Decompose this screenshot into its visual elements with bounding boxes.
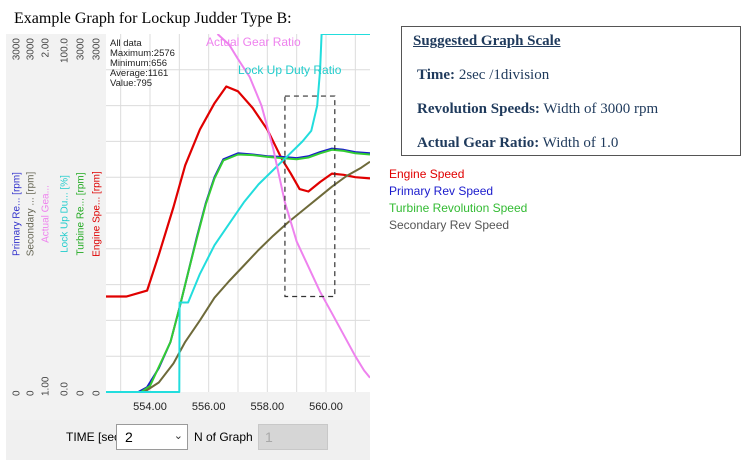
axis-label: Turbine Re... [rpm] — [76, 172, 87, 255]
suggested-scale-box: Suggested Graph Scale Time: 2sec /1divis… — [401, 26, 741, 156]
scale-row-label: Time: — [417, 67, 456, 83]
scale-row-label: Actual Gear Ratio: — [417, 135, 540, 151]
stats-line: Minimum:656 — [110, 58, 167, 69]
time-label: TIME [sec] — [66, 430, 124, 444]
n-of-graph-field: 1 — [258, 424, 328, 450]
axis-label: Lock Up Du... [%] — [60, 175, 71, 253]
axis-top-value: 2.00 — [41, 38, 52, 58]
gear-ratio-label: Actual Gear Ratio — [206, 35, 301, 49]
legend-entry-secondary-rev-speed: Secondary Rev Speed — [389, 218, 510, 232]
axis-top-value: 3000 — [26, 38, 37, 61]
series-line-turbine-revolution-speed — [106, 148, 370, 393]
series-line-lock-up-duty-ratio — [106, 34, 370, 393]
legend-entry-engine-speed: Engine Speed — [389, 167, 465, 181]
scale-title: Suggested Graph Scale — [413, 33, 561, 49]
axis-bottom-value: 1.00 — [41, 376, 52, 396]
scale-row-time: Time: 2sec /1division — [417, 67, 549, 84]
axis-label: Secondary ... [rpm] — [26, 172, 37, 257]
series-line-engine-speed — [106, 85, 370, 298]
axis-top-value: 3000 — [12, 38, 23, 61]
axis-top-value: 100.0 — [60, 38, 71, 63]
duty-ratio-label: Lock Up Duty Ratio — [238, 63, 342, 77]
scale-row-label: Revolution Speeds: — [417, 101, 540, 117]
n-of-graph-value: 1 — [265, 429, 273, 445]
stats-line: Maximum:2576 — [110, 48, 175, 59]
legend-entry-primary-rev-speed: Primary Rev Speed — [389, 184, 494, 198]
stats-line: All data — [110, 38, 142, 49]
x-tick-label: 556.00 — [192, 401, 226, 413]
axis-bottom-value: 0 — [26, 390, 37, 396]
n-of-graph-label: N of Graph — [194, 430, 253, 444]
stats-line: Average:1161 — [110, 68, 168, 79]
axis-top-value: 3000 — [92, 38, 103, 61]
axis-label: Engine Spe... [rpm] — [92, 171, 103, 257]
scale-row-value: Width of 3000 rpm — [539, 101, 659, 117]
axis-label: Actual Gea... — [41, 185, 52, 243]
x-tick-label: 558.00 — [251, 401, 285, 413]
axis-bottom-value: 0 — [76, 390, 87, 396]
scale-row-gear-ratio: Actual Gear Ratio: Width of 1.0 — [417, 135, 618, 152]
chevron-down-icon: ⌄ — [173, 430, 183, 442]
figure-caption: Example Graph for Lockup Judder Type B: — [14, 10, 292, 27]
scale-row-value: Width of 1.0 — [539, 135, 619, 151]
legend-entry-turbine-revolution-speed: Turbine Revolution Speed — [389, 201, 528, 215]
time-select[interactable]: 2 ⌄ — [116, 424, 188, 450]
time-select-value: 2 — [125, 429, 133, 445]
axis-top-value: 3000 — [76, 38, 87, 61]
x-tick-label: 560.00 — [309, 401, 343, 413]
scale-row-value: 2sec /1division — [455, 67, 550, 83]
stats-line: Value:795 — [110, 78, 152, 89]
axis-bottom-value: 0.0 — [60, 382, 71, 396]
series-line-actual-gear-ratio — [216, 34, 370, 379]
axis-bottom-value: 0 — [92, 390, 103, 396]
line-chart: 554.00 556.00 558.00 560.00 3000 0 Primary Re.… — [12, 34, 370, 413]
graph-controls: TIME [sec] 2 ⌄ N of Graph 1 — [6, 420, 370, 460]
axis-bottom-value: 0 — [12, 390, 23, 396]
legend: Engine Speed Primary Rev Speed Turbine R… — [389, 166, 527, 234]
axis-label: Primary Re... [rpm] — [12, 172, 23, 256]
judder-highlight-box — [284, 95, 336, 298]
x-tick-label: 554.00 — [133, 401, 167, 413]
scale-row-revolution: Revolution Speeds: Width of 3000 rpm — [417, 101, 658, 118]
graph-panel: 554.00 556.00 558.00 560.00 3000 0 Primary Re.… — [6, 34, 370, 420]
